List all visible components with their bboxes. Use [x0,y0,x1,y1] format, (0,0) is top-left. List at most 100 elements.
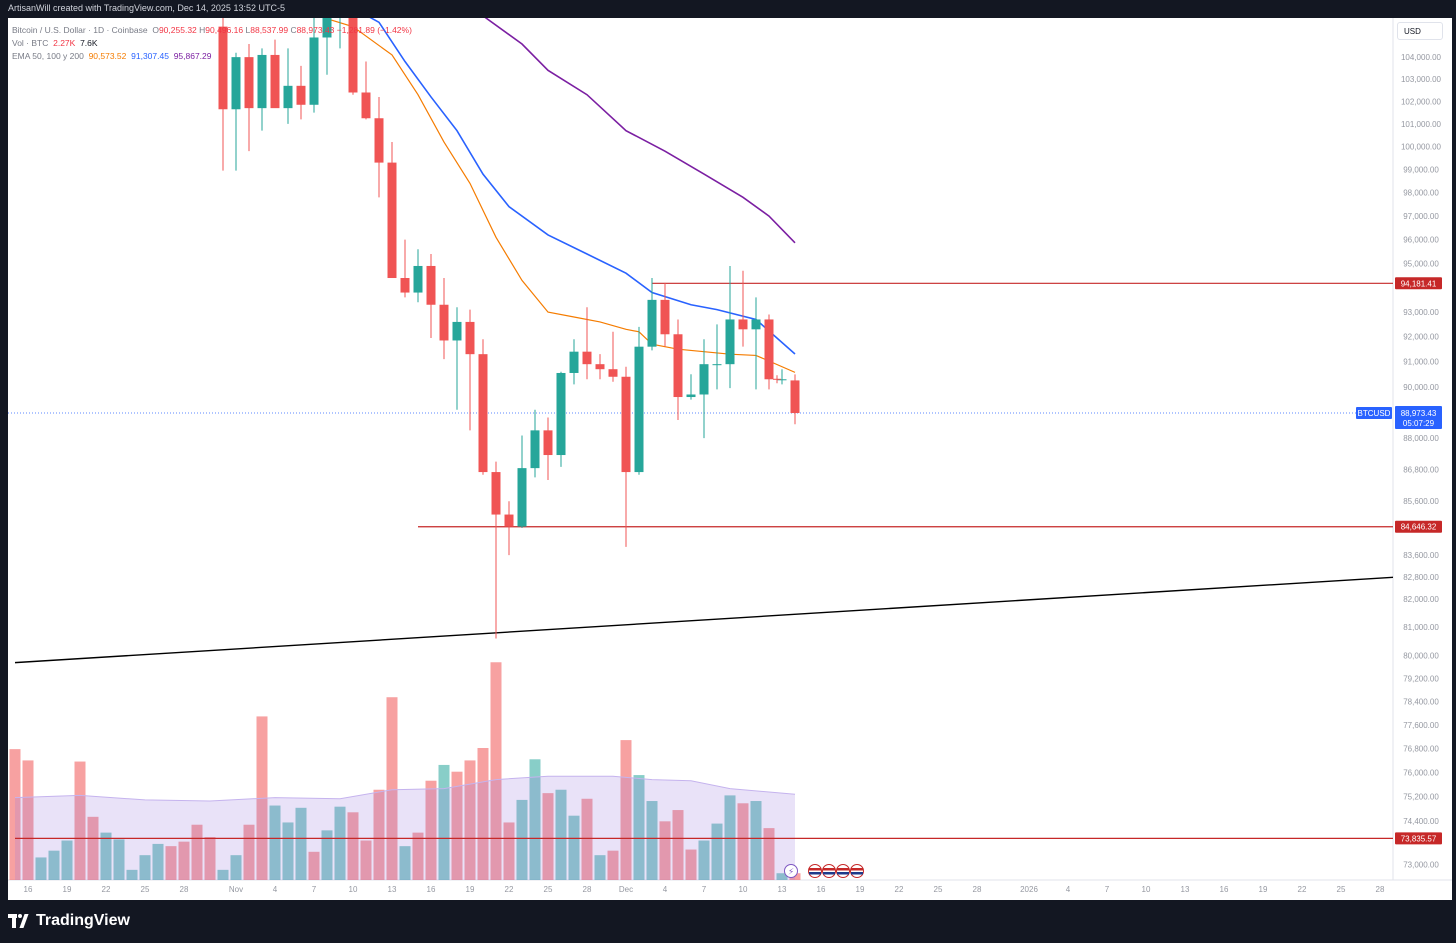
y-tick-label: 100,000.00 [1401,143,1442,152]
x-tick-label: 4 [1066,885,1071,894]
economic-event-icon-stripe [837,872,849,875]
y-tick-label: 90,000.00 [1403,383,1439,392]
legend-high: 90,496.16 [205,25,244,35]
volume-bar [87,816,99,880]
x-tick-label: 10 [349,885,358,894]
legend-ema100: 91,307.45 [131,51,169,61]
candle-body [543,430,553,456]
x-tick-label: Dec [619,885,633,894]
legend-change: −1,281.89 (−1.42%) [336,25,412,35]
legend-o-label: O [152,25,159,35]
y-tick-label: 93,000.00 [1403,308,1439,317]
candle-body [374,118,384,163]
y-tick-label: 78,400.00 [1403,698,1439,707]
volume-bar [451,771,463,880]
economic-event-icon-stripe [823,868,835,871]
volume-bar [217,869,229,880]
x-tick-label: 10 [739,885,748,894]
economic-event-icon[interactable] [808,864,822,878]
volume-bar [516,799,528,880]
volume-bar [282,822,294,880]
volume-bar [178,841,190,880]
chart-panel[interactable] [8,18,1452,900]
candle-body [569,351,579,373]
legend-ema-label[interactable]: EMA 50, 100 y 200 [12,51,84,61]
volume-bar [204,837,216,880]
y-tick-label: 77,600.00 [1403,721,1439,730]
volume-bar [503,822,515,880]
ema200-line [484,18,796,244]
volume-bar [750,801,762,880]
price-chart[interactable]: 73,000.00 74,400.00 75,200.00 76,000.00 76,8… [0,0,1456,900]
volume-bar [243,824,255,880]
legend-ohlc: O90,255.32 H90,496.16 L88,537.99 C88,973… [150,25,412,35]
level-price-label: 84,646.32 [1401,523,1437,532]
y-tick-label: 82,000.00 [1403,595,1439,604]
candle-body [660,299,670,335]
x-tick-label: 28 [180,885,189,894]
volume-bar [100,832,112,880]
y-tick-label: 73,000.00 [1403,860,1439,869]
y-tick-label: 76,000.00 [1403,768,1439,777]
trendline [14,576,1393,664]
candle-body [270,54,280,109]
volume-bar [477,748,489,880]
x-tick-label: 7 [1105,885,1110,894]
x-tick-label: 16 [427,885,436,894]
plot-area[interactable] [8,0,1419,880]
x-tick-label: 19 [63,885,72,894]
volume-bar [620,740,632,880]
candle-body [621,376,631,473]
candle-body [777,379,787,381]
candle-body [504,514,514,527]
candle-body [296,85,306,105]
candle-body [244,57,254,109]
economic-event-icon-stripe [837,868,849,871]
y-tick-label: 83,600.00 [1403,551,1439,560]
last-price-label-bg [1395,406,1442,430]
volume-ma-area [15,776,795,880]
legend-symbol[interactable]: Bitcoin / U.S. Dollar · 1D · Coinbase [12,25,148,35]
x-tick-label: 22 [895,885,904,894]
volume-bar [776,873,788,880]
candle-body [530,430,540,469]
x-tick-label: 2026 [1020,885,1038,894]
last-price-value: 88,973.43 [1401,409,1437,418]
candle-body [465,321,475,355]
volume-bar [321,830,333,880]
candle-body [751,319,761,330]
currency-button[interactable]: USD [1397,22,1443,40]
candle-body [582,351,592,365]
x-tick-label: 28 [973,885,982,894]
volume-bar [61,840,73,880]
candle-body [348,18,358,93]
y-tick-label: 86,800.00 [1403,465,1439,474]
volume-bar [659,821,671,880]
volume-bar [724,795,736,880]
economic-event-icon[interactable] [822,864,836,878]
lightning-glyph: ⚡ [788,868,794,878]
tradingview-logo[interactable]: TradingView [8,912,130,930]
y-tick-label: 104,000.00 [1401,53,1442,62]
volume-bar [646,801,658,880]
economic-event-icon[interactable] [850,864,864,878]
y-tick-label: 95,000.00 [1403,260,1439,269]
x-tick-label: 7 [312,885,317,894]
last-price-countdown: 05:07:29 [1403,419,1435,428]
volume-bar [685,849,697,880]
y-tick-label: 92,000.00 [1403,333,1439,342]
level-price-label-bg [1395,277,1442,290]
lightning-icon[interactable] [784,864,798,878]
volume-bar [74,761,86,880]
attribution-text: ArtisanWill created with TradingView.com… [8,3,285,13]
economic-event-icon[interactable] [836,864,850,878]
candle-body [218,26,228,110]
legend-vol-label[interactable]: Vol · BTC [12,38,49,48]
y-tick-label: 79,200.00 [1403,674,1439,683]
volume-bar [386,697,398,880]
volume-bar [152,843,164,880]
y-tick-label: 101,000.00 [1401,120,1442,129]
level-price-label: 94,181.41 [1401,279,1437,288]
y-tick-label: 76,800.00 [1403,745,1439,754]
x-tick-label: 13 [778,885,787,894]
